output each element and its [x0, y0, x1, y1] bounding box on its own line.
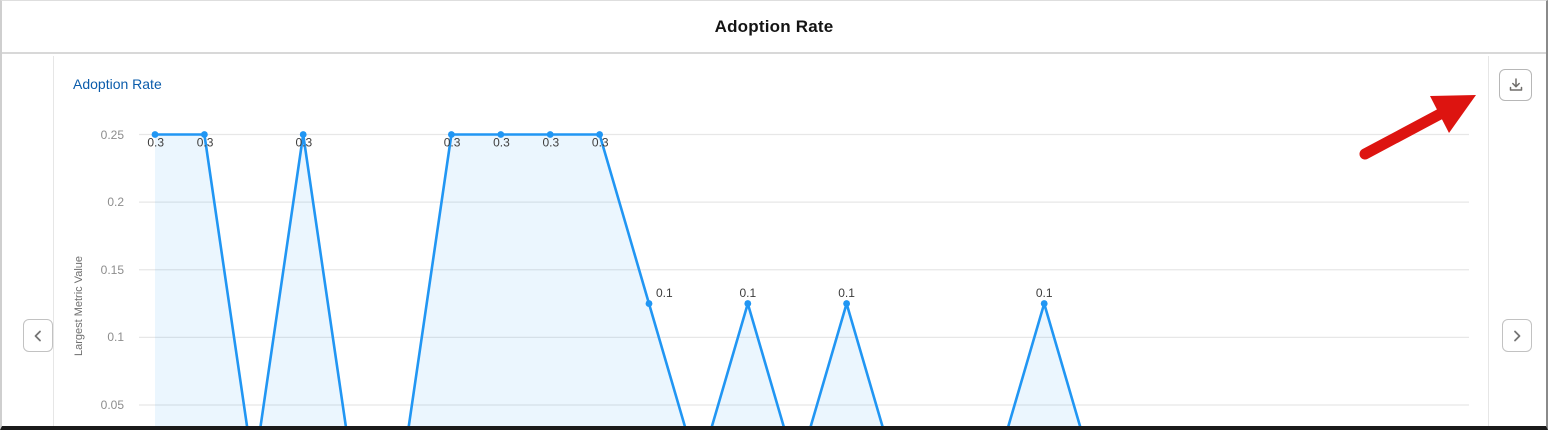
y-axis-title: Largest Metric Value — [73, 255, 85, 357]
carousel-next-button[interactable] — [1502, 319, 1532, 352]
download-button[interactable] — [1499, 69, 1532, 101]
chevron-left-icon — [34, 330, 41, 341]
chart-card: Adoption Rate — [53, 56, 1489, 426]
page-header: Adoption Rate — [2, 1, 1546, 54]
page-title: Adoption Rate — [714, 16, 834, 36]
chevron-right-icon — [1514, 330, 1521, 341]
chart-title-link[interactable]: Adoption Rate — [73, 76, 162, 92]
download-icon — [1509, 78, 1522, 91]
carousel-prev-button[interactable] — [23, 319, 53, 352]
